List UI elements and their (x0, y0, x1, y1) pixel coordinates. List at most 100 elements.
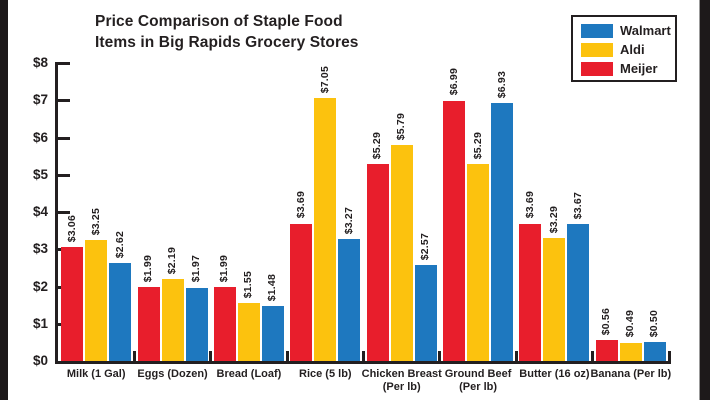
bar-aldi-6 (467, 163, 490, 361)
bar-meijer-6 (443, 100, 466, 361)
x-axis-category-label: Milk (1 Gal) (48, 368, 144, 381)
bar-value-label: $6.93 (495, 70, 508, 98)
x-axis-tick-mark (667, 351, 671, 361)
y-axis-tick-label: $3 (32, 241, 48, 257)
bar-value-label: $2.57 (419, 233, 432, 261)
bar-value-label: $6.99 (447, 68, 460, 96)
bar-value-label: $3.25 (89, 207, 102, 235)
chart-title-line-2: Items in Big Rapids Grocery Stores (95, 34, 359, 51)
legend-row-walmart: Walmart (581, 24, 675, 38)
bar-walmart-6 (491, 102, 514, 361)
x-axis-category-label: Butter (16 oz) (506, 368, 602, 381)
category-label-line: Eggs (Dozen) (137, 368, 208, 380)
x-axis-category-label: Ground Beef (Per lb) (430, 368, 526, 394)
category-label-line: Ground Beef (444, 368, 512, 380)
bar-aldi-1 (85, 239, 108, 361)
y-axis-tick-label: $4 (32, 204, 48, 219)
x-axis-tick-mark (438, 351, 442, 361)
bar-meijer-1 (61, 247, 84, 361)
y-axis-tick-label: $5 (32, 166, 48, 182)
x-axis-tick-mark (209, 351, 213, 361)
x-axis-tick-mark (591, 351, 595, 361)
y-axis-tick-label: $7 (32, 92, 48, 108)
x-axis-tick-mark (362, 351, 365, 361)
bar-value-label: $0.56 (600, 307, 613, 336)
bar-aldi-8 (619, 342, 642, 361)
x-axis-tick-mark (132, 351, 136, 361)
y-axis-tick-mark (58, 211, 70, 214)
y-axis-tick-label: $2 (32, 278, 48, 294)
bar-aldi-3 (237, 303, 260, 361)
bar-value-label: $3.69 (294, 191, 307, 219)
bar-walmart-2 (185, 287, 208, 361)
bar-value-label: $7.05 (318, 66, 331, 94)
bar-walmart-3 (261, 305, 284, 361)
bar-value-label: $2.19 (166, 247, 179, 275)
bar-value-label: $2.62 (113, 231, 126, 259)
y-axis-tick-mark (58, 173, 70, 177)
bar-aldi-2 (161, 279, 184, 361)
category-label-line: Bread (Loaf) (216, 368, 282, 380)
category-label-line: Butter (16 oz) (519, 368, 590, 380)
bar-value-label: $1.99 (218, 254, 231, 282)
legend-row-meijer: Meijer (581, 62, 675, 76)
bar-aldi-5 (390, 145, 413, 361)
x-axis-category-label: Banana (Per lb) (583, 368, 679, 381)
bar-aldi-4 (314, 98, 337, 361)
category-label-line: Banana (Per lb) (590, 368, 672, 380)
x-axis-category-label: Rice (5 lb) (277, 368, 373, 381)
bar-walmart-5 (414, 265, 437, 361)
bar-value-label: $1.97 (190, 255, 203, 283)
legend: Walmart Aldi Meijer (571, 15, 677, 82)
bar-value-label: $3.06 (65, 214, 78, 243)
y-axis-tick-mark (58, 136, 70, 140)
category-label-line: Milk (1 Gal) (66, 368, 126, 380)
bar-walmart-8 (643, 342, 666, 361)
bar-meijer-7 (519, 223, 542, 361)
bar-meijer-4 (290, 223, 313, 361)
y-axis-tick-label: $8 (32, 55, 48, 70)
bar-value-label: $3.67 (571, 192, 584, 220)
letterbox-left (0, 0, 8, 400)
bar-value-label: $3.27 (342, 206, 355, 235)
x-axis-tick-mark (514, 351, 518, 361)
legend-label: Walmart (620, 23, 671, 38)
chart-title-line-1: Price Comparison of Staple Food (95, 13, 343, 30)
bar-meijer-8 (595, 340, 618, 361)
category-label-line: (Per lb) (382, 381, 421, 393)
bar-meijer-5 (366, 163, 389, 361)
bar-value-label: $1.99 (142, 254, 155, 282)
category-label-line: Chicken Breast (361, 368, 442, 380)
legend-swatch-meijer (581, 62, 613, 76)
y-axis-line (55, 62, 58, 364)
y-axis-tick-label: $0 (32, 353, 48, 368)
category-label-line: (Per lb) (459, 381, 498, 393)
x-axis-tick-mark (285, 351, 289, 361)
bar-value-label: $3.69 (523, 191, 536, 219)
x-axis-category-label: Chicken Breast (Per lb) (354, 368, 450, 394)
bar-value-label: $5.29 (371, 131, 384, 159)
bar-value-label: $3.29 (547, 206, 560, 234)
bar-walmart-7 (567, 224, 590, 361)
x-axis-line (55, 361, 671, 364)
legend-swatch-aldi (581, 43, 613, 57)
legend-label: Aldi (620, 42, 645, 57)
category-label-line: Rice (5 lb) (299, 368, 352, 380)
legend-row-aldi: Aldi (581, 43, 675, 57)
bar-value-label: $5.29 (471, 131, 484, 159)
bar-walmart-1 (109, 263, 132, 361)
bar-meijer-3 (213, 286, 236, 361)
x-axis-category-label: Eggs (Dozen) (124, 368, 220, 381)
bar-walmart-4 (338, 239, 361, 361)
bar-meijer-2 (137, 286, 160, 361)
legend-label: Meijer (620, 61, 658, 76)
bar-value-label: $1.48 (266, 273, 279, 301)
bar-value-label: $1.55 (242, 270, 255, 299)
letterbox-right (699, 0, 710, 400)
bar-value-label: $0.49 (624, 310, 637, 338)
y-axis-tick-mark (58, 62, 70, 65)
legend-swatch-walmart (581, 24, 613, 38)
chart-title: Price Comparison of Staple Food Items in… (95, 11, 359, 53)
bar-value-label: $5.79 (395, 113, 408, 141)
